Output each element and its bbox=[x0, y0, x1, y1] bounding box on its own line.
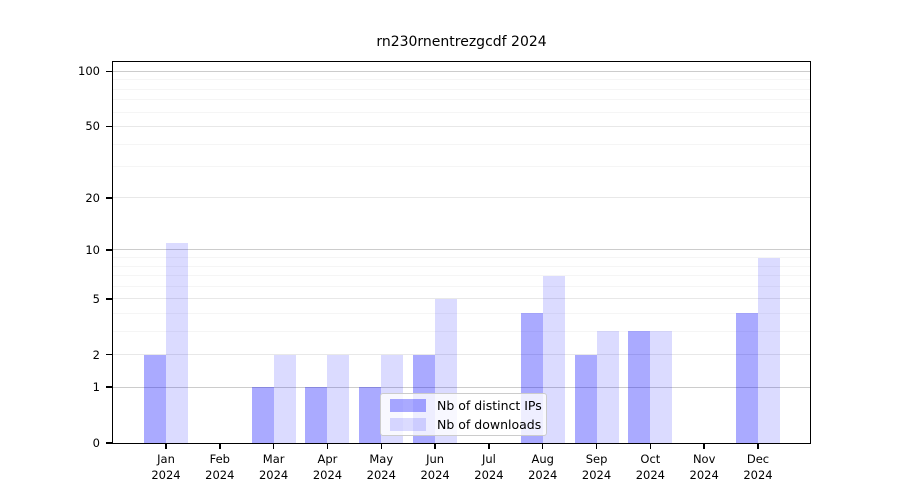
x-tick bbox=[165, 444, 167, 449]
legend-swatch-downloads bbox=[390, 417, 426, 431]
y-tick-label: 0 bbox=[92, 436, 100, 450]
x-tick bbox=[703, 444, 705, 449]
x-tick-label: May 2024 bbox=[366, 452, 396, 482]
bar-downloads bbox=[542, 275, 565, 443]
y-tick-label: 10 bbox=[85, 242, 100, 257]
bar-downloads bbox=[596, 331, 619, 443]
x-tick bbox=[434, 444, 436, 449]
x-tick bbox=[488, 444, 490, 449]
x-tick bbox=[595, 444, 598, 449]
bar-downloads bbox=[650, 331, 673, 443]
x-tick bbox=[326, 444, 329, 449]
x-tick bbox=[649, 444, 652, 449]
gridline-major bbox=[113, 386, 810, 388]
bar-distinct-ips bbox=[251, 387, 274, 443]
gridline-minor bbox=[113, 312, 810, 314]
bar-distinct-ips bbox=[628, 331, 651, 443]
x-tick-label: Mar 2024 bbox=[258, 452, 289, 482]
gridline-minor bbox=[113, 99, 810, 101]
x-tick-label: Nov 2024 bbox=[689, 452, 719, 482]
legend: Nb of distinct IPs Nb of downloads bbox=[380, 393, 547, 436]
bar-downloads bbox=[273, 354, 296, 443]
legend-swatch-distinct-ips bbox=[390, 398, 426, 412]
y-tick bbox=[106, 125, 112, 128]
bar-distinct-ips bbox=[359, 387, 382, 443]
gridline-minor bbox=[113, 166, 810, 168]
y-tick bbox=[106, 197, 112, 199]
x-tick-label: Dec 2024 bbox=[743, 452, 773, 482]
x-tick bbox=[757, 444, 759, 449]
gridline-minor bbox=[113, 111, 810, 113]
gridline-minor bbox=[113, 285, 810, 287]
gridline-major bbox=[113, 70, 810, 72]
x-tick-label: Jan 2024 bbox=[151, 452, 181, 482]
x-tick-label: Oct 2024 bbox=[635, 452, 665, 482]
x-tick-label: Sep 2024 bbox=[581, 452, 612, 482]
gridline-minor bbox=[113, 257, 810, 259]
chart-title: rn230rnentrezgcdf 2024 bbox=[376, 34, 547, 50]
gridline-major bbox=[113, 298, 810, 300]
bar-downloads bbox=[327, 354, 350, 443]
gridline-major bbox=[113, 197, 810, 199]
bar-distinct-ips bbox=[305, 387, 328, 443]
y-tick-label: 1 bbox=[92, 380, 100, 395]
legend-label-downloads: Nb of downloads bbox=[437, 416, 542, 432]
y-tick bbox=[106, 386, 112, 388]
gridline-minor bbox=[113, 143, 810, 145]
x-tick-label: Jul 2024 bbox=[474, 452, 504, 482]
gridline-major bbox=[113, 354, 810, 356]
y-tick bbox=[106, 298, 112, 300]
x-tick bbox=[272, 444, 275, 449]
gridline-major bbox=[113, 125, 810, 127]
y-tick-label: 100 bbox=[78, 64, 100, 79]
legend-label-distinct-ips: Nb of distinct IPs bbox=[437, 397, 542, 413]
y-tick-label: 5 bbox=[92, 291, 100, 306]
y-tick bbox=[106, 353, 112, 356]
y-tick bbox=[106, 249, 112, 251]
y-tick-label: 2 bbox=[92, 347, 100, 362]
x-tick-label: Apr 2024 bbox=[312, 452, 343, 482]
x-tick-label: Aug 2024 bbox=[528, 452, 558, 482]
y-tick-label: 50 bbox=[85, 119, 100, 134]
bar-distinct-ips bbox=[574, 354, 597, 443]
gridline-minor bbox=[113, 265, 810, 267]
bar-downloads bbox=[166, 242, 188, 443]
bar-distinct-ips bbox=[736, 313, 758, 443]
x-tick bbox=[380, 444, 383, 449]
x-tick bbox=[541, 444, 544, 449]
y-tick bbox=[106, 442, 112, 444]
gridline-minor bbox=[113, 330, 810, 332]
y-tick bbox=[106, 70, 112, 73]
x-tick-label: Jun 2024 bbox=[420, 452, 450, 482]
legend-row-downloads: Nb of downloads bbox=[390, 416, 542, 432]
x-tick bbox=[219, 444, 221, 449]
legend-row-distinct-ips: Nb of distinct IPs bbox=[390, 398, 542, 413]
gridline-major bbox=[113, 249, 810, 251]
gridline-minor bbox=[113, 275, 810, 277]
bar-downloads bbox=[758, 257, 780, 443]
gridline-minor bbox=[113, 88, 810, 90]
bar-distinct-ips bbox=[144, 354, 166, 443]
x-tick-label: Feb 2024 bbox=[205, 452, 235, 482]
gridline-minor bbox=[113, 79, 810, 81]
y-tick-label: 20 bbox=[85, 190, 100, 205]
